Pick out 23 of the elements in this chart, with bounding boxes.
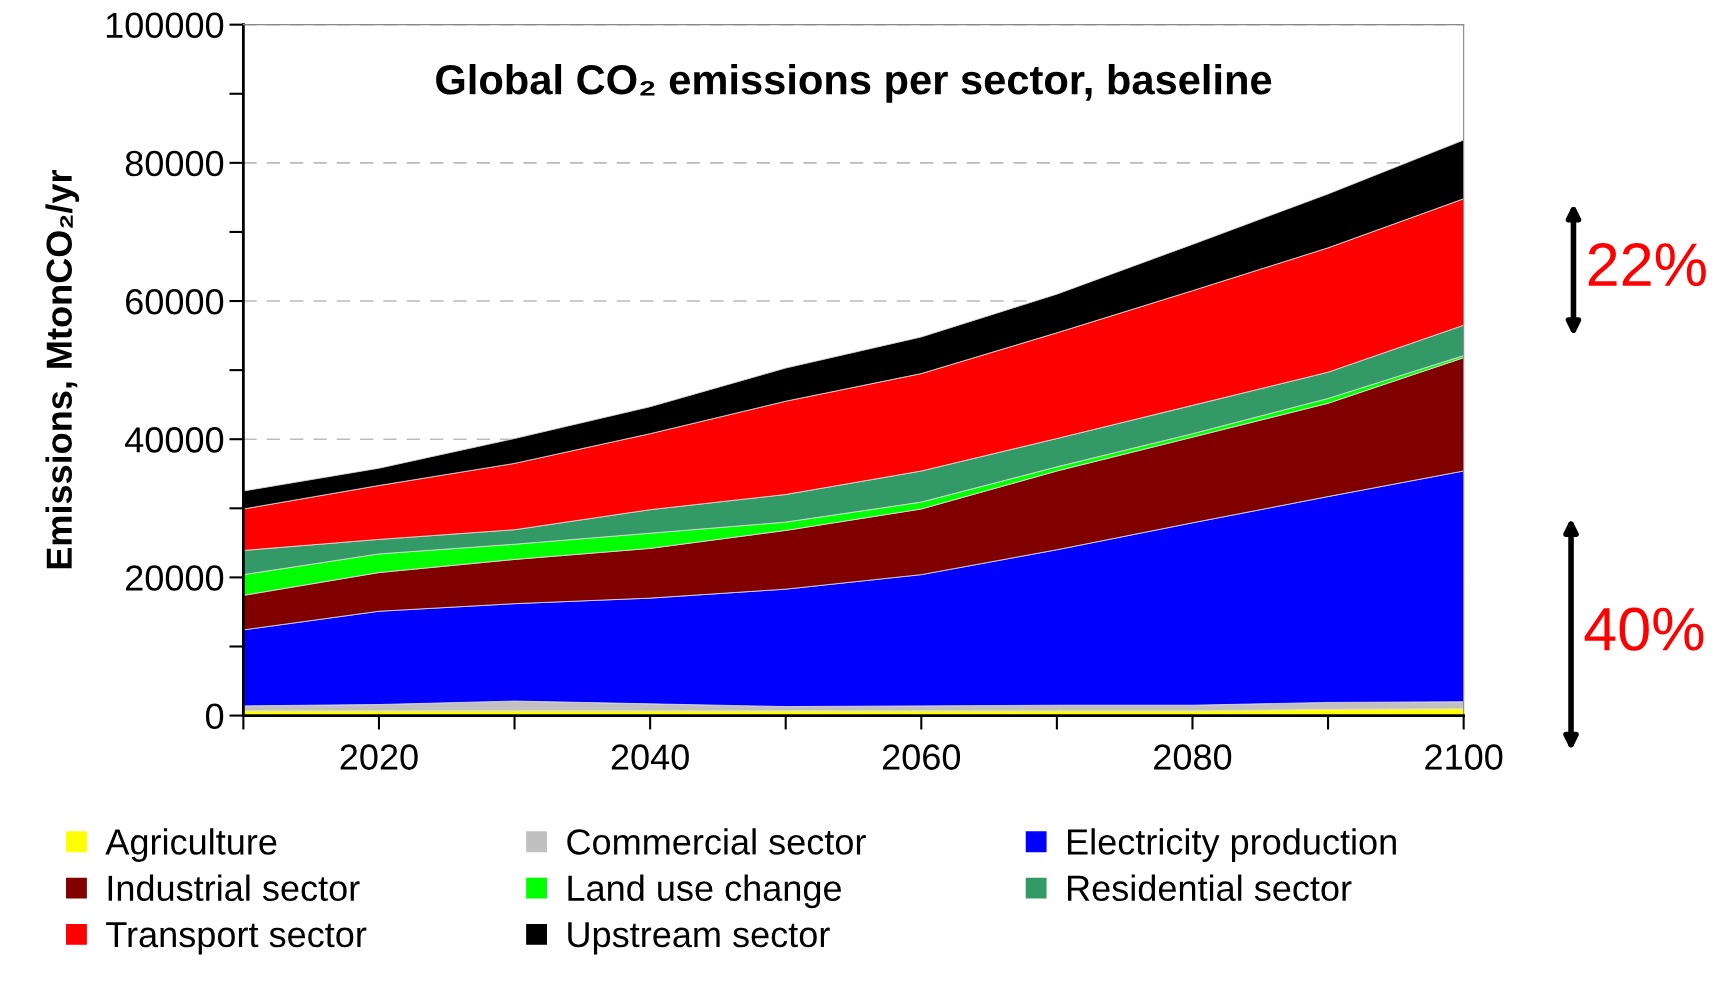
legend-label: Commercial sector [567, 828, 866, 855]
legend-label: Upstream sector [568, 922, 830, 955]
y-tick-label: 40000 [125, 427, 224, 453]
x-tick-label: 2100 [1425, 744, 1503, 770]
y-tick-label: 0 [205, 703, 224, 730]
y-tick-label: 20000 [126, 565, 224, 591]
legend-label: Transport sector [106, 922, 367, 955]
legend-label: Industrial sector [108, 874, 360, 902]
text: Global CO₂ emissions per sector, baseline [436, 63, 1272, 103]
y-tick-label: 60000 [126, 288, 224, 315]
text: 40% [1584, 607, 1704, 651]
y-tick-label: 80000 [125, 150, 224, 177]
x-tick-label: 2080 [1154, 744, 1232, 770]
x-tick-label: 2060 [882, 744, 961, 770]
legend-label: Land use change [568, 874, 841, 909]
text: 22% [1588, 243, 1706, 287]
legend-label: Residential sector [1068, 874, 1352, 902]
y-axis-title: Emissions, MtonCO₂/yr [45, 170, 80, 569]
x-tick-label: 2020 [340, 744, 418, 770]
x-tick-label: 2040 [611, 744, 689, 770]
y-tick-label: 100000 [106, 12, 224, 39]
legend-label: Electricity production [1068, 828, 1396, 862]
legend-label: Agriculture [105, 828, 277, 862]
